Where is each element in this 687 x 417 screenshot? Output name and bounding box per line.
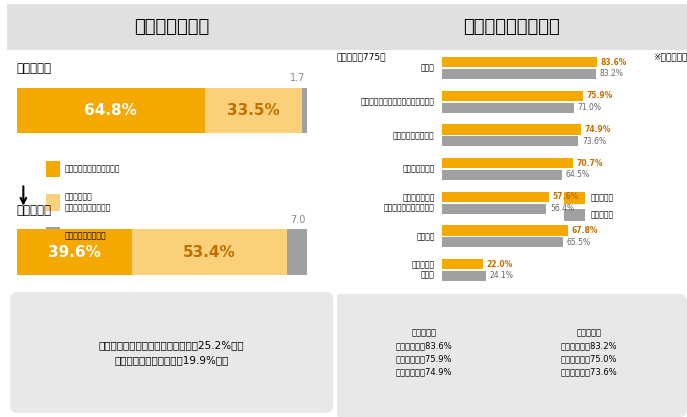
- FancyBboxPatch shape: [442, 226, 567, 236]
- FancyBboxPatch shape: [7, 4, 337, 50]
- Text: 7.0: 7.0: [290, 215, 305, 225]
- FancyBboxPatch shape: [565, 192, 585, 204]
- Text: 飲食店内: 飲食店内: [416, 232, 435, 241]
- FancyBboxPatch shape: [442, 170, 561, 180]
- FancyBboxPatch shape: [47, 194, 60, 211]
- Text: 64.5%: 64.5%: [565, 171, 589, 179]
- FancyBboxPatch shape: [333, 294, 687, 417]
- Text: 状況に応じて
着用の有無を使い分け: 状況に応じて 着用の有無を使い分け: [65, 192, 111, 212]
- FancyBboxPatch shape: [442, 136, 578, 146]
- FancyBboxPatch shape: [47, 227, 60, 244]
- FancyBboxPatch shape: [442, 124, 581, 135]
- Text: 57.6%: 57.6%: [552, 192, 578, 201]
- Text: マスクを着用する場: マスクを着用する場: [464, 18, 560, 36]
- Text: 個人判断後: 個人判断後: [591, 210, 613, 219]
- Text: 70.7%: 70.7%: [576, 158, 603, 168]
- Text: 22.0%: 22.0%: [486, 260, 513, 269]
- FancyBboxPatch shape: [442, 237, 563, 247]
- FancyBboxPatch shape: [205, 88, 302, 133]
- Text: 75.9%: 75.9%: [586, 91, 612, 100]
- FancyBboxPatch shape: [442, 158, 573, 168]
- Text: 65.5%: 65.5%: [567, 238, 591, 247]
- Text: 電車内: 電車内: [421, 63, 435, 73]
- Text: 39.6%: 39.6%: [48, 245, 101, 260]
- Text: 職場（オフィス）内: 職場（オフィス）内: [393, 131, 435, 140]
- Text: 個人判断前: 個人判断前: [16, 62, 52, 75]
- Text: 33.5%: 33.5%: [227, 103, 280, 118]
- Text: 83.2%: 83.2%: [600, 70, 624, 78]
- FancyBboxPatch shape: [565, 208, 585, 221]
- FancyBboxPatch shape: [16, 229, 132, 275]
- FancyBboxPatch shape: [442, 91, 583, 101]
- Text: 53.4%: 53.4%: [183, 245, 236, 260]
- Text: 71.0%: 71.0%: [577, 103, 601, 112]
- Text: 個人判断前
「電車内」　83.6%
「密集状況」75.9%
「職場内」　74.9%: 個人判断前 「電車内」 83.6% 「密集状況」75.9% 「職場内」 74.9…: [396, 328, 453, 377]
- Text: 状況関係なく無条件で着用: 状況関係なく無条件で着用: [65, 164, 120, 173]
- Text: 56.4%: 56.4%: [550, 204, 574, 213]
- Text: 1.7: 1.7: [290, 73, 305, 83]
- FancyBboxPatch shape: [442, 103, 574, 113]
- Text: 67.8%: 67.8%: [571, 226, 598, 235]
- Text: 飲食店での
食事中: 飲食店での 食事中: [412, 260, 435, 280]
- Text: 83.6%: 83.6%: [600, 58, 627, 67]
- Text: 状況関係なく非着用: 状況関係なく非着用: [65, 231, 106, 240]
- FancyBboxPatch shape: [337, 4, 687, 50]
- Text: マスク着用状況: マスク着用状況: [134, 18, 210, 36]
- Text: 個人判断後: 個人判断後: [16, 204, 52, 217]
- Text: 個人判断前後で「無条件で着用」が25.2%減少
「状況に応じて着用」が19.9%増加: 個人判断前後で「無条件で着用」が25.2%減少 「状況に応じて着用」が19.9%…: [99, 340, 245, 365]
- Text: 個人判断前: 個人判断前: [591, 193, 613, 203]
- Text: 全体集計：775人: 全体集計：775人: [337, 52, 386, 61]
- Text: ※複数回答可: ※複数回答可: [653, 52, 687, 61]
- Text: 24.1%: 24.1%: [490, 271, 514, 280]
- FancyBboxPatch shape: [132, 229, 286, 275]
- FancyBboxPatch shape: [442, 203, 546, 214]
- FancyBboxPatch shape: [442, 259, 482, 269]
- Text: 73.6%: 73.6%: [582, 137, 606, 146]
- Text: 64.8%: 64.8%: [85, 103, 137, 118]
- Text: 74.9%: 74.9%: [585, 125, 611, 134]
- FancyBboxPatch shape: [302, 88, 307, 133]
- FancyBboxPatch shape: [10, 292, 333, 413]
- FancyBboxPatch shape: [16, 88, 205, 133]
- Text: 密集状況（人混み・イベントなど）: 密集状況（人混み・イベントなど）: [361, 97, 435, 106]
- Text: 個人判断後
「電車内」　83.2%
「密集状況」75.0%
「職場内」　73.6%: 個人判断後 「電車内」 83.2% 「密集状況」75.0% 「職場内」 73.6…: [561, 328, 618, 377]
- Text: 大声を出す場面
（ライブイベントなど）: 大声を出す場面 （ライブイベントなど）: [384, 193, 435, 212]
- FancyBboxPatch shape: [286, 229, 307, 275]
- FancyBboxPatch shape: [442, 69, 596, 79]
- FancyBboxPatch shape: [442, 271, 486, 281]
- Text: 買い物中の店内: 買い物中の店内: [403, 165, 435, 173]
- FancyBboxPatch shape: [47, 161, 60, 177]
- FancyBboxPatch shape: [442, 192, 549, 202]
- FancyBboxPatch shape: [442, 57, 597, 67]
